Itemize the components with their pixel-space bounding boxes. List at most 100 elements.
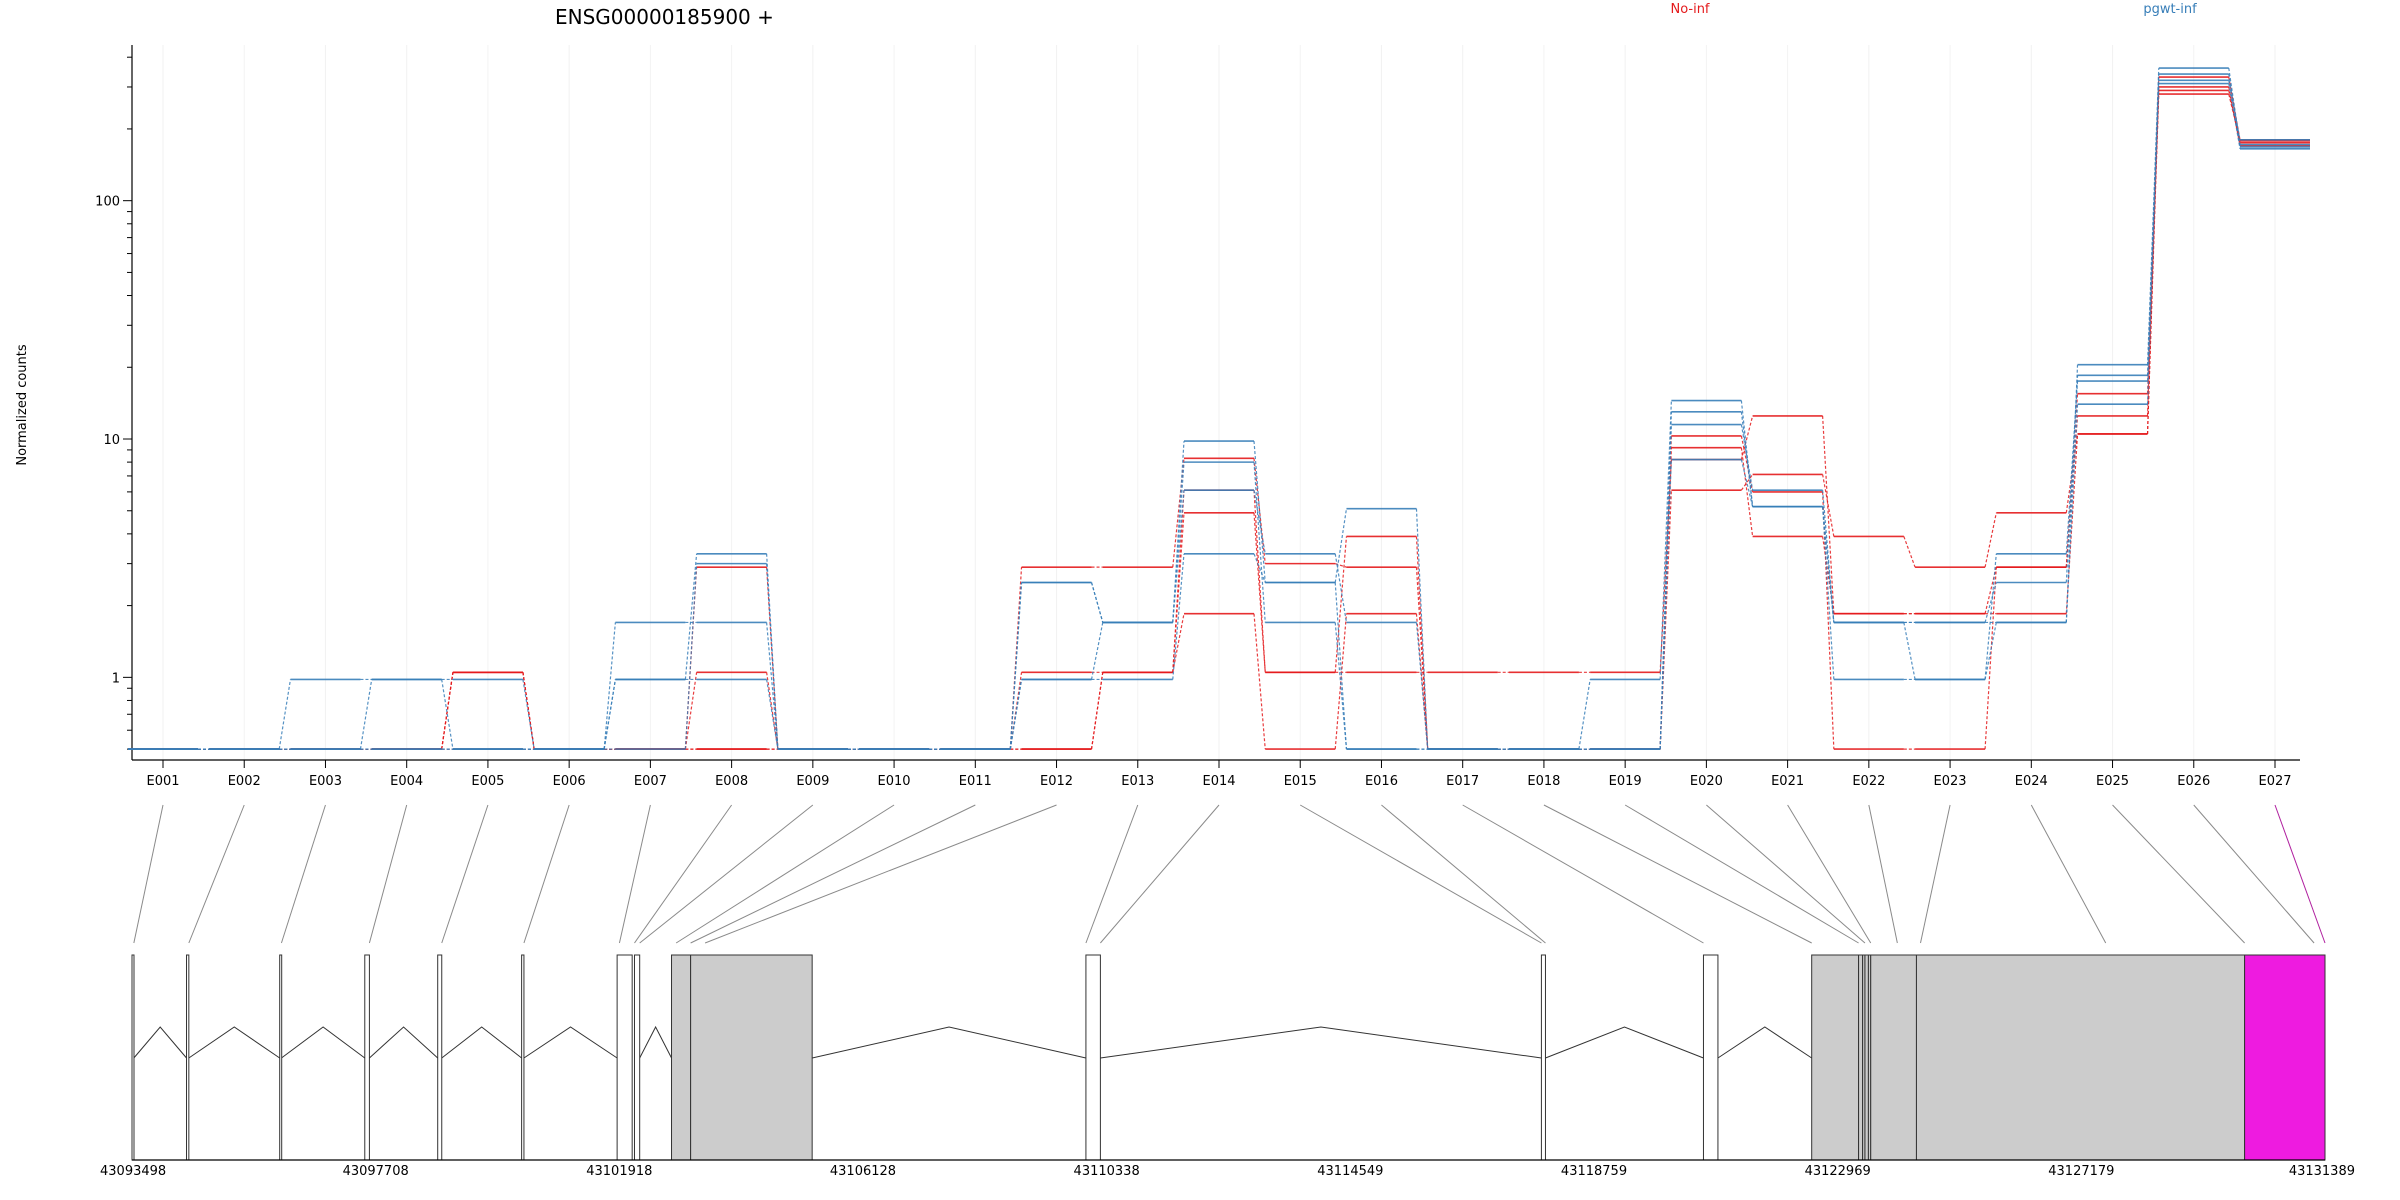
data-connector [1334,508,1348,583]
x-tick-label-e014: E014 [1202,774,1235,789]
intron [369,1026,439,1059]
data-connector [1822,491,1835,750]
x-tick-label-e005: E005 [471,774,504,789]
data-connector [1984,567,1997,614]
genomic-coordinate-axis: 43093498 43097708 43101918 43106128 43110338… [100,1159,2355,1179]
data-connector [2228,80,2241,140]
data-connector [1090,622,1104,680]
y-axis: 1 10 100 [95,45,133,760]
x-tick-label-e007: E007 [634,774,667,789]
data-connector [1740,415,1754,460]
data-connector [1253,441,1266,583]
data-connector [1253,490,1266,554]
connector-e026 [2193,804,2315,944]
exon-4 [364,954,370,1161]
exon-20 [1915,954,2246,1161]
data-connector [1253,613,1266,750]
data-connector [1334,613,1348,750]
x-tick-label-e017: E017 [1446,774,1479,789]
x-tick-label-e022: E022 [1852,774,1885,789]
connector-e024 [2030,804,2107,944]
data-connector [1984,553,1997,680]
connector-e016 [1381,804,1546,944]
x-tick-label-e015: E015 [1284,774,1317,789]
data-connector [522,672,535,750]
exon-3 [279,954,283,1161]
x-tick-label-e009: E009 [796,774,829,789]
connector-e003 [280,804,326,944]
data-connector [1172,553,1185,680]
y-tick-label: 10 [103,433,120,448]
coord-label: 43122969 [1805,1164,1871,1179]
x-tick-label-e023: E023 [1934,774,1967,789]
data-connector [1415,622,1429,750]
data-connector [1903,622,1916,680]
data-connector [684,563,698,750]
data-connector [2065,404,2079,623]
data-connector [522,679,535,750]
x-tick-label-e020: E020 [1690,774,1723,789]
data-connector [1334,553,1348,623]
connector-e011 [690,804,976,944]
intron [639,1025,672,1059]
x-tick-label-e013: E013 [1121,774,1154,789]
data-connector [1984,582,1997,623]
data-connector [1984,512,1997,568]
x-tick-label-e003: E003 [309,774,342,789]
connector-e020 [1706,804,1866,944]
data-connector [359,679,373,750]
x-tick-label-e027: E027 [2258,774,2291,789]
data-connector [1822,506,1835,623]
exon-17 [1864,954,1869,1161]
series-layer [128,67,2310,750]
data-connector [1822,506,1835,680]
coord-label: 43101918 [586,1164,652,1179]
data-connector [2228,83,2241,149]
intron [1100,1026,1542,1059]
x-tick-label-e006: E006 [553,774,586,789]
connector-e004 [368,804,408,944]
connector-e006 [523,804,570,944]
exon-14 [1811,954,1860,1161]
data-connector [2065,375,2079,583]
data-connector [1659,411,1672,750]
data-connector [603,679,616,750]
connector-e019 [1624,804,1859,944]
intron [523,1026,618,1059]
data-connector [1740,435,1754,493]
x-tick-label-e016: E016 [1365,774,1398,789]
y-axis-label: Normalized counts [15,344,30,466]
x-tick-label-e010: E010 [878,774,911,789]
data-connector [1253,512,1266,673]
exon-12 [1540,954,1546,1161]
exon-1 [131,954,135,1161]
coord-label: 43118759 [1561,1164,1627,1179]
x-tick-label-e002: E002 [228,774,261,789]
x-tick-label-e019: E019 [1609,774,1642,789]
data-connector [441,672,454,750]
data-connector [684,553,698,680]
exon-5 [437,954,443,1161]
connector-e010 [675,804,895,944]
data-connector [1822,490,1835,623]
connector-e025 [2112,804,2245,944]
plot-gridlines [162,45,2276,760]
connector-e021 [1787,804,1872,944]
data-connector [1740,400,1754,507]
connector-e023 [1920,804,1951,944]
data-connector [278,679,292,750]
exon-21 [2244,954,2326,1161]
connector-e022 [1868,804,1898,944]
connector-e001 [133,804,164,944]
intron [1717,1026,1812,1059]
x-tick-label-e008: E008 [715,774,748,789]
intron [188,1026,280,1059]
exon-connector-lines [133,804,2326,944]
connector-e018 [1543,804,1812,944]
x-tick-label-e004: E004 [390,774,423,789]
data-connector [1172,512,1185,673]
intron [133,1026,187,1059]
connector-e008 [634,804,733,944]
x-tick-label-e024: E024 [2015,774,2048,789]
